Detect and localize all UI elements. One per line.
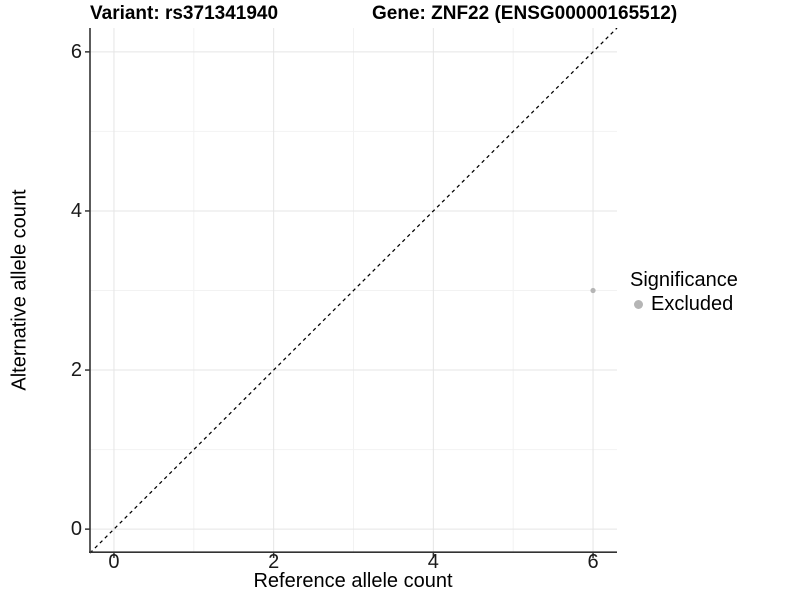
legend-title: Significance [630,269,738,291]
y-tick-label: 4 [70,199,82,222]
plot-title-gene: Gene: ZNF22 (ENSG00000165512) [372,3,678,24]
x-tick-label: 4 [427,551,439,573]
y-tick-label: 2 [70,359,82,382]
legend-item-excluded: Excluded [630,293,738,316]
plot-title-variant: Variant: rs371341940 [90,3,279,24]
legend-point-icon [634,300,643,309]
x-tick-label: 2 [268,551,280,573]
x-tick-label: 6 [587,551,599,573]
y-tick-label: 6 [70,40,82,63]
legend-item-label: Excluded [651,293,734,315]
y-axis-title: Alternative allele count [8,189,31,391]
x-tick-label: 0 [108,551,120,573]
legend: Significance Excluded [630,269,738,316]
x-axis-title: Reference allele count [253,570,453,592]
plot-svg [85,28,618,558]
y-tick-label: 0 [70,518,82,541]
identity-line [89,28,618,554]
data-point [590,287,596,294]
